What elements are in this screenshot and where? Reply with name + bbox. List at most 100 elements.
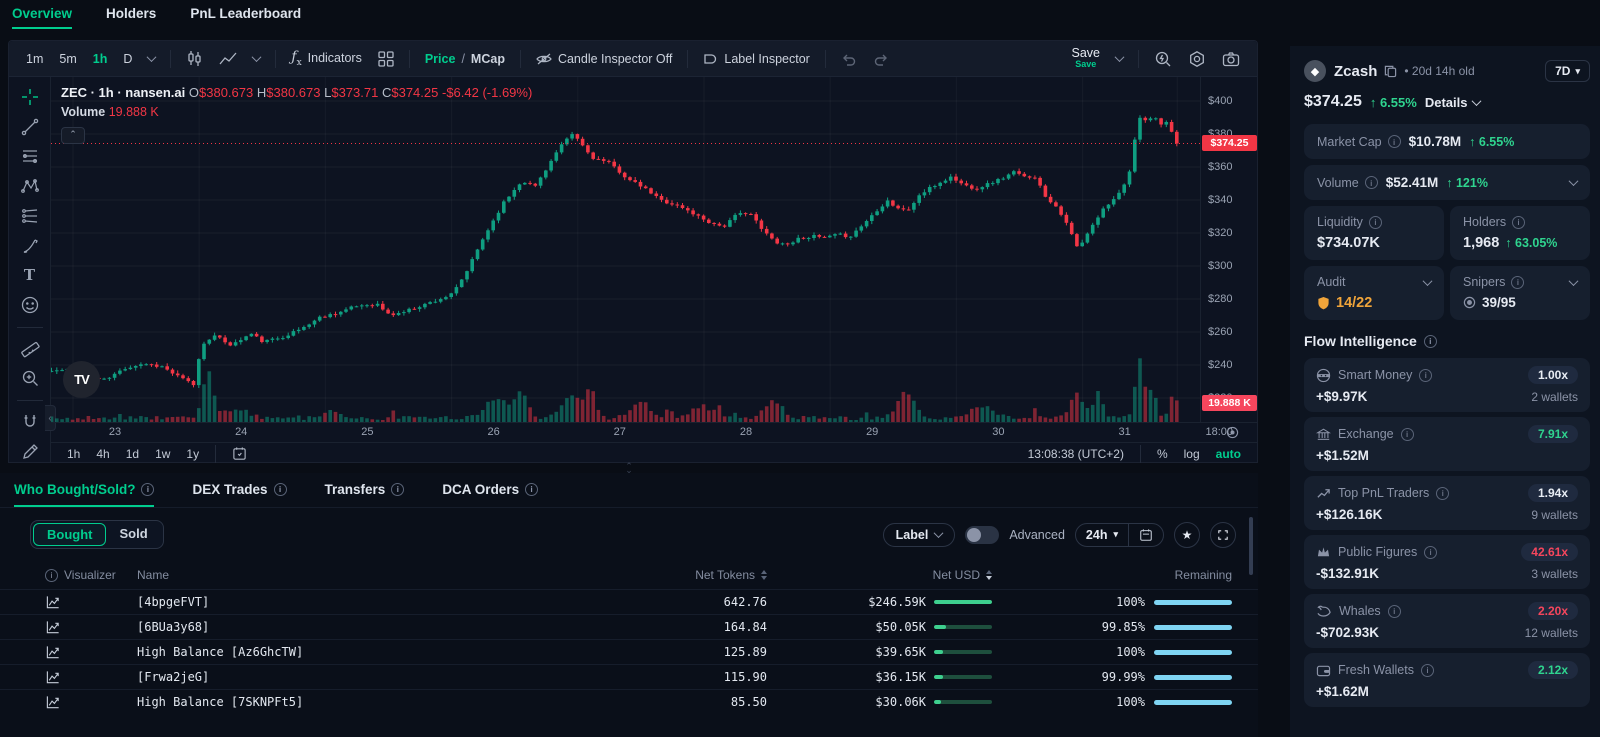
magnet-tool[interactable]	[16, 412, 44, 433]
tab-pnl-leaderboard[interactable]: PnL Leaderboard	[190, 6, 302, 21]
col-net-tokens[interactable]: Net Tokens	[695, 568, 755, 582]
save-dropdown[interactable]	[1109, 51, 1130, 66]
interval-1h[interactable]: 1h	[92, 51, 108, 66]
range-1y[interactable]: 1y	[186, 446, 200, 461]
legend-collapse-button[interactable]: ⌃	[61, 126, 85, 144]
settings-button[interactable]	[1181, 46, 1213, 72]
chevron-down-icon[interactable]	[1422, 275, 1433, 286]
indicators-button[interactable]: ƒx Indicators	[284, 45, 368, 72]
info-icon[interactable]: i	[45, 568, 58, 582]
info-icon[interactable]: i	[1424, 545, 1438, 559]
wallet-name[interactable]: [Frwa2jeG]	[137, 670, 210, 684]
flow-card-whales[interactable]: Whales i 2.20x -$702.93K 12 wallets	[1304, 594, 1590, 648]
sort-icon[interactable]	[986, 570, 992, 580]
style-dropdown[interactable]	[246, 51, 267, 66]
go-to-date-button[interactable]	[226, 445, 253, 462]
visualizer-icon[interactable]	[45, 670, 137, 685]
col-name[interactable]: Name	[137, 568, 170, 582]
volume-card[interactable]: Volume i $52.41M ↑ 121%	[1304, 165, 1590, 200]
sort-icon[interactable]	[761, 570, 767, 580]
interval-d[interactable]: D	[123, 51, 133, 66]
forecast-tool[interactable]	[16, 206, 44, 227]
fib-retracement-tool[interactable]	[16, 146, 44, 167]
info-icon[interactable]: i	[1512, 215, 1526, 229]
flow-card-exchange[interactable]: Exchange i 7.91x +$1.52M	[1304, 417, 1590, 471]
chevron-down-icon[interactable]	[1568, 176, 1579, 187]
range-1h[interactable]: 1h	[67, 446, 81, 461]
brush-tool[interactable]	[16, 235, 44, 256]
trendline-tool[interactable]	[16, 117, 44, 138]
timeframe-dropdown[interactable]: 24h ▾	[1076, 524, 1128, 546]
info-icon[interactable]: i	[1511, 275, 1525, 289]
tab-who-bought-sold[interactable]: Who Bought/Sold? i	[14, 473, 155, 507]
axis-settings-icon[interactable]	[1226, 426, 1239, 442]
info-icon[interactable]: i	[1368, 215, 1382, 229]
candlestick-chart[interactable]	[51, 77, 1200, 422]
range-1d[interactable]: 1d	[125, 446, 140, 461]
details-button[interactable]: Details	[1425, 95, 1482, 110]
info-icon[interactable]: i	[525, 482, 539, 496]
tab-transfers[interactable]: Transfers i	[325, 473, 405, 507]
pattern-tool[interactable]	[16, 176, 44, 197]
line-style-button[interactable]	[212, 47, 244, 71]
holders-card[interactable]: Holders i 1,968 ↑ 63.05%	[1450, 206, 1590, 260]
emoji-tool[interactable]	[16, 295, 44, 316]
tradingview-logo[interactable]: TV	[63, 361, 100, 398]
info-icon[interactable]: i	[141, 482, 155, 496]
flow-card-public-figures[interactable]: Public Figures i 42.61x -$132.91K 3 wallets	[1304, 535, 1590, 589]
redo-button[interactable]	[866, 48, 896, 70]
info-icon[interactable]: i	[1400, 427, 1414, 441]
crosshair-tool[interactable]	[16, 87, 44, 108]
wallet-name[interactable]: [4bpgeFVT]	[137, 595, 210, 609]
info-icon[interactable]: i	[1419, 368, 1433, 382]
info-icon[interactable]: i	[391, 482, 405, 496]
interval-dropdown[interactable]	[141, 51, 162, 66]
table-row[interactable]: High Balance [Az6GhcTW] 125.89 $39.65K 100%	[0, 639, 1258, 664]
table-scrollbar[interactable]	[1249, 517, 1253, 575]
percent-scale-button[interactable]: %	[1156, 446, 1168, 461]
table-row[interactable]: [4bpgeFVT] 642.76 $246.59K 100%	[0, 589, 1258, 614]
visualizer-icon[interactable]	[45, 595, 137, 610]
wallet-name[interactable]: High Balance [7SKNPFt5]	[137, 695, 304, 709]
col-visualizer[interactable]: Visualizer	[64, 568, 116, 582]
visualizer-icon[interactable]	[45, 645, 137, 660]
expand-button[interactable]	[1210, 521, 1236, 548]
flow-card-smart-money[interactable]: Smart Money i 1.00x +$9.97K 2 wallets	[1304, 358, 1590, 412]
audit-card[interactable]: Audit 14/22	[1304, 266, 1444, 320]
wallet-name[interactable]: High Balance [Az6GhcTW]	[137, 645, 304, 659]
tab-dca-orders[interactable]: DCA Orders i	[442, 473, 539, 507]
info-icon[interactable]: i	[273, 482, 287, 496]
sold-button[interactable]: Sold	[119, 526, 148, 541]
chevron-down-icon[interactable]	[1568, 275, 1579, 286]
quick-search-button[interactable]	[1147, 46, 1179, 72]
snipers-card[interactable]: Snipers i 39/95	[1450, 266, 1590, 320]
liquidity-card[interactable]: Liquidity i $734.07K	[1304, 206, 1444, 260]
flow-card-fresh-wallets[interactable]: Fresh Wallets i 2.12x +$1.62M	[1304, 653, 1590, 707]
range-4h[interactable]: 4h	[96, 446, 110, 461]
table-row[interactable]: [Frwa2jeG] 115.90 $36.15K 99.99%	[0, 664, 1258, 689]
wallet-name[interactable]: [6BUa3y68]	[137, 620, 210, 634]
log-scale-button[interactable]: log	[1183, 446, 1200, 461]
price-axis[interactable]: $400$380$360$340$320$300$280$260$240$220…	[1200, 77, 1259, 422]
flow-card-top-pnl-traders[interactable]: Top PnL Traders i 1.94x +$126.16K 9 wallets	[1304, 476, 1590, 530]
visualizer-icon[interactable]	[45, 620, 137, 635]
info-icon[interactable]: i	[1364, 176, 1378, 189]
favorites-button[interactable]: ★	[1174, 521, 1200, 548]
market-cap-card[interactable]: Market Cap i $10.78M ↑ 6.55%	[1304, 124, 1590, 159]
table-row[interactable]: [6BUa3y68] 164.84 $50.05K 99.85%	[0, 614, 1258, 639]
info-icon[interactable]: i	[1436, 486, 1450, 500]
layout-grid-button[interactable]	[371, 47, 401, 71]
clock-label[interactable]: 13:08:38 (UTC+2)	[1027, 446, 1124, 461]
interval-5m[interactable]: 5m	[59, 51, 77, 66]
visualizer-icon[interactable]	[45, 695, 137, 710]
snapshot-button[interactable]	[1215, 47, 1247, 71]
undo-button[interactable]	[834, 48, 864, 70]
interval-1m[interactable]: 1m	[26, 51, 44, 66]
edit-tool[interactable]	[16, 441, 44, 462]
copy-address-icon[interactable]	[1384, 64, 1397, 78]
col-net-usd[interactable]: Net USD	[932, 568, 980, 582]
bought-button[interactable]: Bought	[33, 523, 107, 546]
table-row[interactable]: High Balance [7SKNPFt5] 85.50 $30.06K 100%	[0, 689, 1258, 714]
tab-holders[interactable]: Holders	[106, 6, 157, 21]
label-inspector-button[interactable]: Label Inspector	[696, 48, 816, 70]
